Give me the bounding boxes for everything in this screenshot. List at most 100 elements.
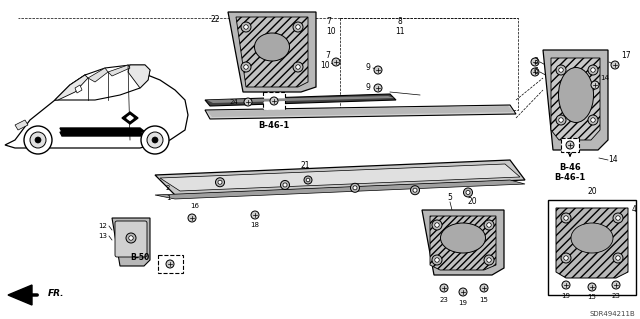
- Circle shape: [216, 178, 225, 187]
- Text: 15: 15: [588, 294, 596, 300]
- Circle shape: [166, 260, 174, 268]
- Circle shape: [531, 68, 539, 76]
- Polygon shape: [228, 12, 316, 92]
- FancyBboxPatch shape: [548, 200, 636, 295]
- Text: 20: 20: [587, 188, 597, 197]
- Circle shape: [129, 236, 133, 240]
- Circle shape: [293, 62, 303, 72]
- Polygon shape: [55, 75, 88, 100]
- Polygon shape: [236, 17, 308, 87]
- Ellipse shape: [440, 223, 486, 253]
- FancyBboxPatch shape: [263, 92, 285, 110]
- Polygon shape: [205, 94, 396, 106]
- Text: SDR494211B: SDR494211B: [589, 311, 635, 317]
- Circle shape: [296, 65, 300, 69]
- Circle shape: [616, 256, 620, 260]
- Text: 20: 20: [467, 197, 477, 206]
- Circle shape: [487, 223, 492, 227]
- Circle shape: [306, 178, 310, 182]
- Text: 12: 12: [98, 223, 107, 229]
- Polygon shape: [60, 132, 145, 136]
- Text: 21: 21: [300, 160, 310, 169]
- Circle shape: [566, 141, 574, 149]
- Circle shape: [188, 214, 196, 222]
- Circle shape: [591, 81, 599, 89]
- Circle shape: [435, 258, 439, 262]
- Polygon shape: [205, 105, 516, 119]
- Circle shape: [413, 188, 417, 192]
- Circle shape: [562, 281, 570, 289]
- Text: B-46-1: B-46-1: [259, 121, 290, 130]
- FancyBboxPatch shape: [115, 221, 147, 257]
- Text: 3: 3: [533, 57, 538, 66]
- Text: 23: 23: [440, 297, 449, 303]
- Text: 23: 23: [612, 293, 620, 299]
- Circle shape: [440, 284, 448, 292]
- Text: 10: 10: [326, 27, 335, 36]
- Circle shape: [611, 61, 619, 69]
- Circle shape: [152, 137, 158, 143]
- Circle shape: [564, 256, 568, 260]
- Text: 19: 19: [458, 300, 467, 306]
- Circle shape: [459, 288, 467, 296]
- Polygon shape: [207, 96, 394, 103]
- Text: 10: 10: [321, 61, 330, 70]
- Text: 18: 18: [250, 222, 259, 228]
- Circle shape: [591, 118, 595, 122]
- Polygon shape: [430, 216, 496, 270]
- Circle shape: [147, 132, 163, 148]
- Text: 5: 5: [447, 194, 452, 203]
- Polygon shape: [160, 164, 520, 191]
- Circle shape: [561, 253, 571, 263]
- Polygon shape: [15, 120, 28, 130]
- Circle shape: [480, 284, 488, 292]
- Circle shape: [24, 126, 52, 154]
- Circle shape: [556, 65, 566, 75]
- Polygon shape: [60, 128, 145, 132]
- Polygon shape: [112, 218, 150, 266]
- Circle shape: [561, 213, 571, 223]
- Text: 7: 7: [326, 18, 331, 26]
- Text: 24: 24: [229, 99, 238, 105]
- Ellipse shape: [571, 223, 613, 253]
- Circle shape: [564, 216, 568, 220]
- Text: B-46: B-46: [559, 164, 581, 173]
- Circle shape: [304, 176, 312, 184]
- Circle shape: [270, 97, 278, 105]
- Circle shape: [591, 68, 595, 72]
- Circle shape: [616, 216, 620, 220]
- Circle shape: [463, 188, 472, 197]
- Circle shape: [613, 253, 623, 263]
- Circle shape: [374, 66, 382, 74]
- Circle shape: [432, 255, 442, 265]
- Circle shape: [244, 98, 252, 106]
- Circle shape: [241, 62, 251, 72]
- Circle shape: [435, 223, 439, 227]
- Circle shape: [487, 258, 492, 262]
- Polygon shape: [207, 106, 514, 117]
- Polygon shape: [55, 65, 150, 100]
- Circle shape: [283, 183, 287, 187]
- Polygon shape: [127, 115, 133, 120]
- Circle shape: [293, 22, 303, 32]
- Polygon shape: [122, 112, 138, 124]
- FancyBboxPatch shape: [158, 255, 183, 273]
- FancyBboxPatch shape: [561, 138, 579, 152]
- Polygon shape: [8, 285, 32, 305]
- Circle shape: [466, 190, 470, 195]
- Polygon shape: [75, 85, 82, 93]
- Text: 6: 6: [533, 68, 538, 77]
- Circle shape: [559, 118, 563, 122]
- Polygon shape: [88, 68, 108, 82]
- Text: 2: 2: [166, 185, 170, 191]
- Text: 13: 13: [98, 233, 107, 239]
- Text: 22: 22: [211, 16, 220, 25]
- Polygon shape: [5, 72, 188, 148]
- Polygon shape: [556, 208, 628, 278]
- Polygon shape: [128, 65, 150, 88]
- Text: 9: 9: [365, 84, 370, 93]
- Circle shape: [559, 68, 563, 72]
- Ellipse shape: [559, 68, 593, 122]
- Circle shape: [613, 213, 623, 223]
- Text: 15: 15: [479, 297, 488, 303]
